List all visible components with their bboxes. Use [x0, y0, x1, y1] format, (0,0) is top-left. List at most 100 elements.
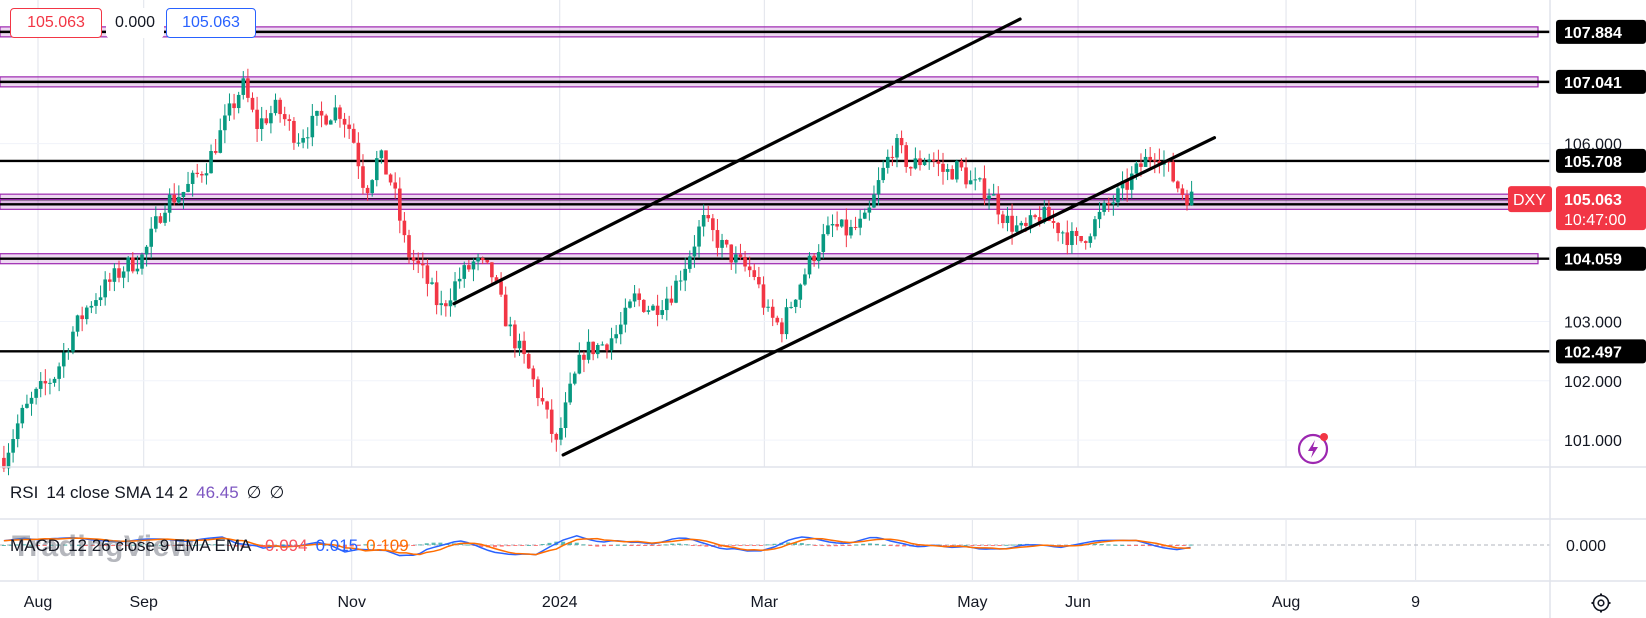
candle-body [743, 256, 747, 267]
ask-price-box[interactable]: 105.063 [166, 8, 256, 38]
macd-hist-bar [424, 543, 429, 545]
candle-body [618, 324, 623, 335]
macd-pane [0, 534, 1550, 557]
candle-body [853, 226, 858, 228]
macd-hist-bar [574, 542, 579, 545]
macd-hist-bar [738, 545, 743, 546]
candle-body [858, 218, 862, 228]
macd-hist-bar [758, 545, 763, 546]
macd-hist-bar [377, 545, 381, 546]
macd-hist-bar [622, 544, 627, 546]
macd-legend[interactable]: MACD 12 26 close 9 EMA EMA -0.094 0.015 … [10, 536, 409, 556]
candle-body [467, 265, 471, 270]
candle-body [789, 306, 793, 308]
macd-hist-bar [983, 545, 988, 546]
time-tick-label: 2024 [542, 594, 578, 611]
candle-body [43, 381, 48, 384]
macd-hist-bar [56, 544, 61, 546]
candle-body [816, 252, 821, 262]
lightning-icon[interactable] [1297, 433, 1329, 465]
candle-body [1005, 215, 1010, 224]
macd-hist-bar [970, 545, 975, 546]
candle-body [351, 128, 356, 143]
macd-signal-value: 0.109 [366, 536, 409, 555]
macd-hist-bar [83, 545, 88, 546]
bid-price-box[interactable]: 105.063 [10, 8, 102, 38]
candle-body [890, 156, 895, 158]
candle-body [844, 219, 849, 236]
settings-icon[interactable] [1588, 590, 1614, 616]
level-price-label: 107.041 [1564, 75, 1622, 92]
candle-body [84, 307, 89, 320]
channel-lower[interactable] [561, 136, 1217, 457]
macd-hist-bar [131, 544, 136, 546]
candle-body [218, 130, 223, 153]
macd-hist-bar [540, 544, 545, 546]
candle-body [80, 315, 84, 320]
rsi-params: 14 close SMA 14 2 [46, 483, 189, 502]
macd-hist-bar [561, 541, 566, 545]
candle-body [669, 298, 674, 303]
candle-body [98, 297, 103, 301]
macd-hist-bar [390, 545, 395, 546]
macd-hist-bar [868, 543, 873, 545]
macd-hist-bar [117, 545, 122, 546]
candle-body [609, 338, 614, 351]
candle-body [246, 78, 250, 98]
macd-hist-bar [1140, 545, 1145, 546]
candle-body [720, 239, 724, 248]
macd-hist-bar [29, 544, 34, 546]
candle-body [416, 260, 421, 264]
macd-hist-bar [1079, 543, 1084, 545]
macd-hist-bar [663, 544, 668, 546]
macd-hist-bar [881, 544, 886, 546]
markers [1297, 433, 1329, 465]
candle-body [167, 194, 172, 213]
candle-body [154, 216, 158, 229]
symbol-label[interactable]: DXY [1513, 192, 1546, 209]
candle-body [554, 433, 559, 440]
candle-body [706, 215, 711, 219]
candle-body [1171, 161, 1175, 182]
macd-hist-bar [111, 545, 116, 546]
candle-body [839, 219, 844, 227]
candle-body [411, 257, 416, 261]
level-price-label-bg [1556, 148, 1646, 173]
candle-body [1185, 194, 1189, 206]
macd-hist-bar [1188, 544, 1193, 546]
candle-body [103, 279, 107, 298]
candle-body [204, 173, 209, 176]
spread-box: 0.000 [106, 8, 164, 38]
macd-hist-bar [506, 545, 511, 547]
macd-hist-bar [765, 544, 770, 546]
macd-hist-bar [165, 545, 170, 546]
candle-body [328, 120, 333, 125]
candle-body [1033, 215, 1037, 218]
rsi-legend[interactable]: RSI 14 close SMA 14 2 46.45 ∅ ∅ [10, 483, 284, 503]
channel-upper[interactable] [452, 17, 1022, 306]
macd-hist-bar [42, 545, 47, 546]
candle-body [1120, 180, 1125, 189]
candle-body [849, 226, 853, 236]
macd-hist-bar [1113, 544, 1118, 546]
macd-hist-bar [206, 544, 211, 546]
macd-line-value: 0.015 [315, 536, 359, 555]
macd-hist-bar [138, 544, 143, 546]
time-tick-label: Aug [24, 594, 52, 611]
candle-body [876, 180, 881, 195]
candle-body [370, 180, 374, 194]
candle-body [71, 331, 75, 352]
candle-body [342, 118, 347, 125]
rsi-na-2: ∅ [269, 483, 285, 502]
candle-body [264, 118, 269, 124]
candle-body [683, 268, 688, 281]
level-price-label-bg [1556, 69, 1646, 94]
candle-body [232, 103, 236, 109]
macd-hist-bar [683, 544, 688, 546]
candle-body [1143, 156, 1148, 167]
candle-body [582, 354, 586, 360]
current-price-label-bg [1556, 186, 1646, 231]
candle-body [52, 378, 57, 383]
time-tick-label: Aug [1272, 594, 1300, 611]
